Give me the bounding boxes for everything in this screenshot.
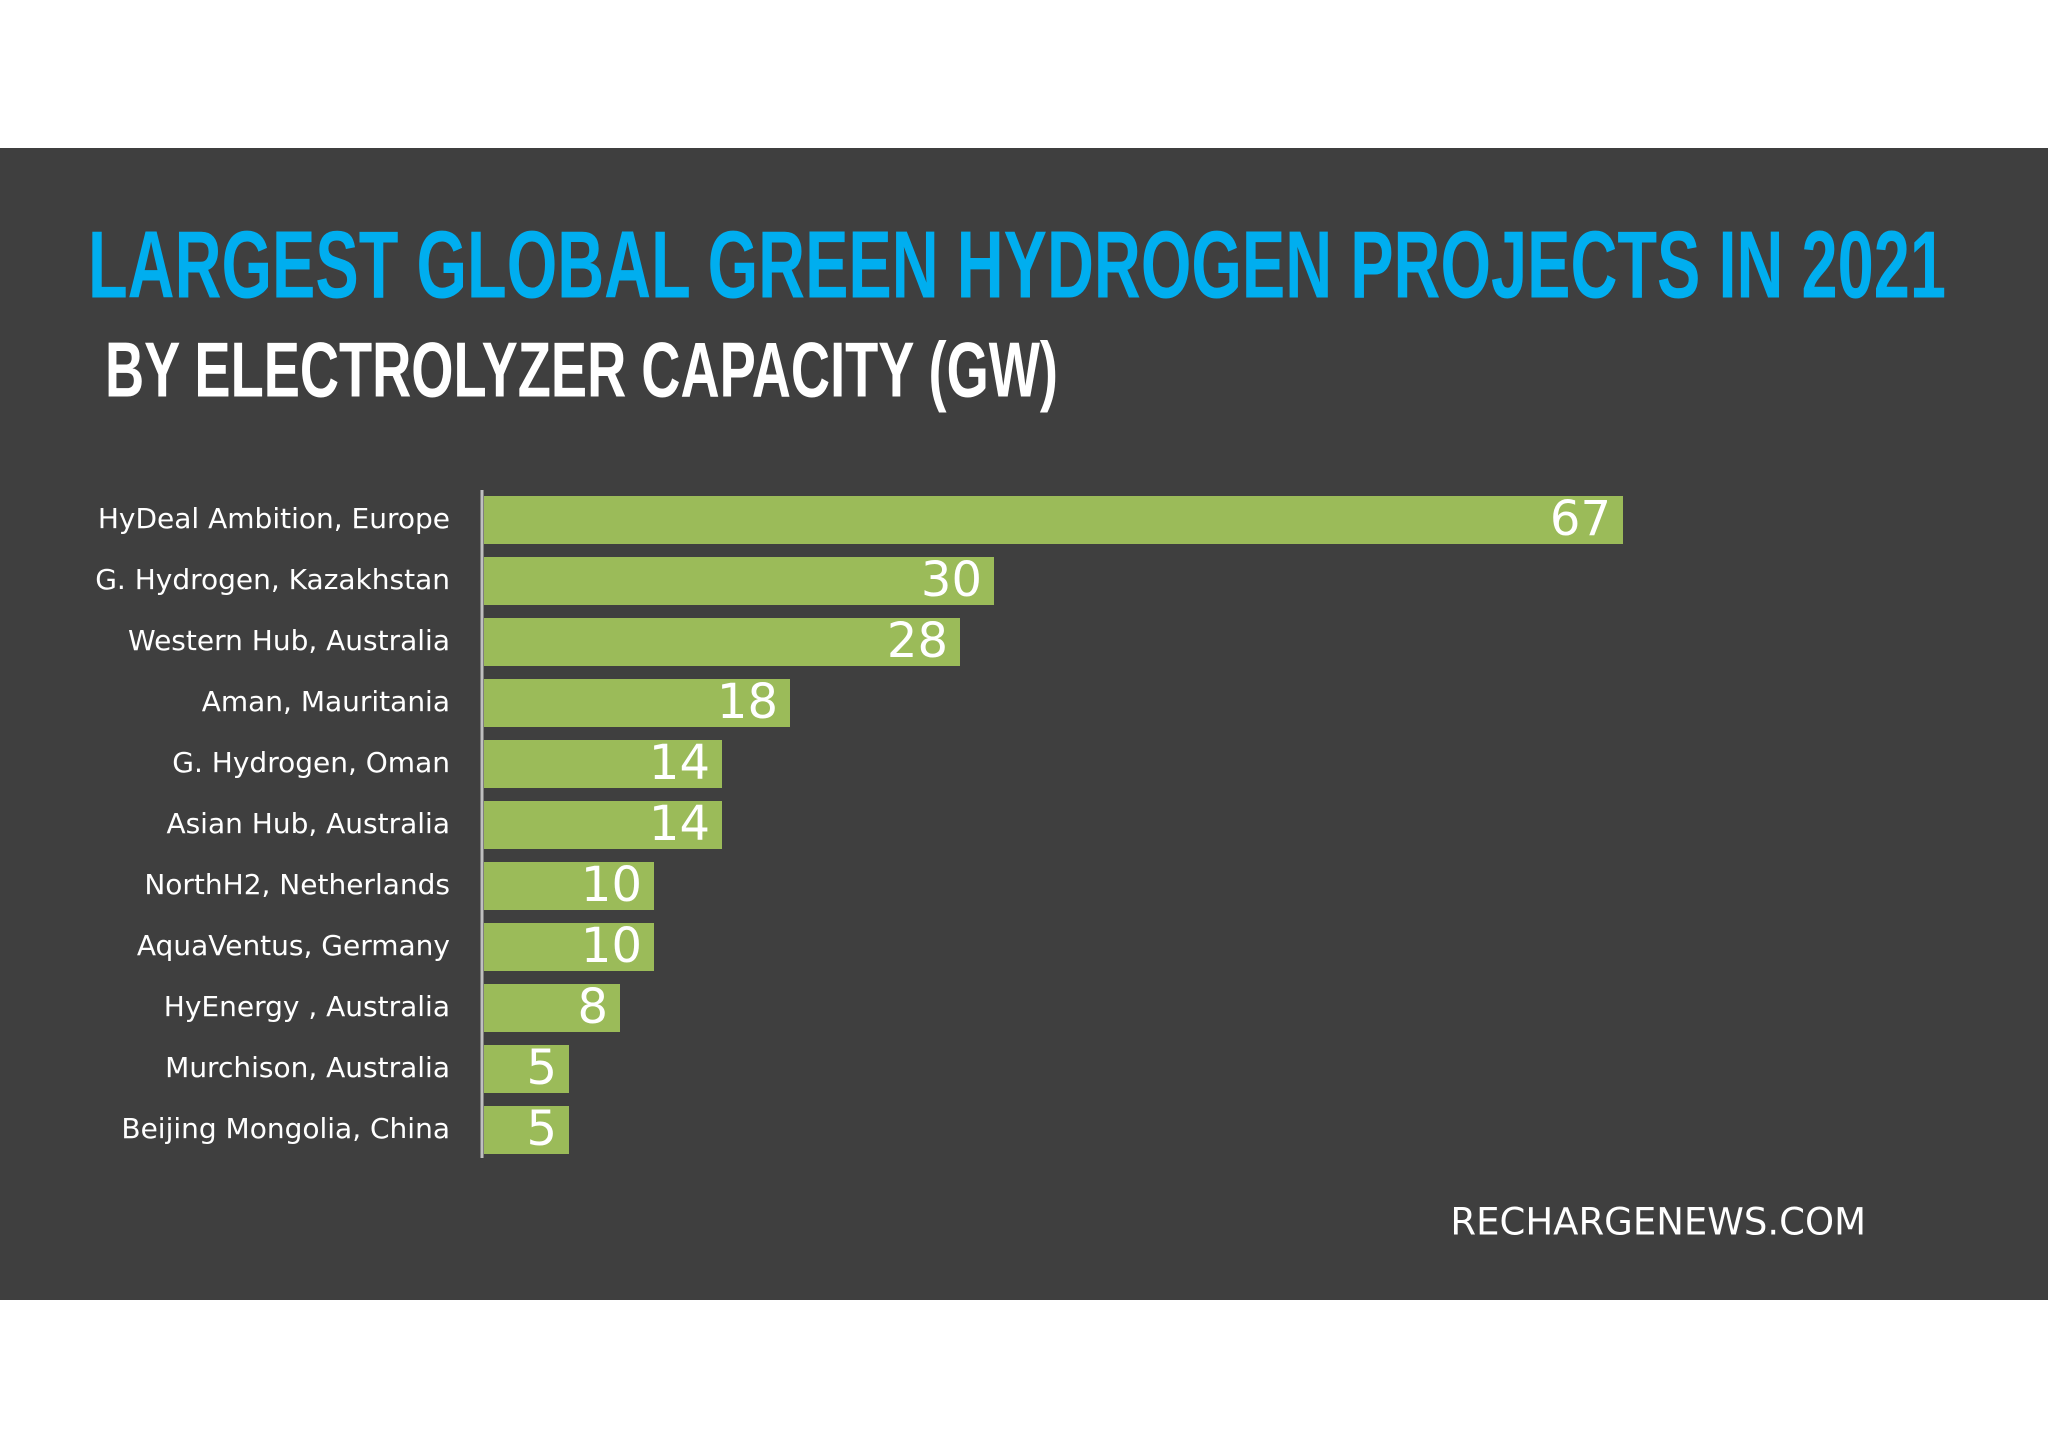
chart-title: LARGEST GLOBAL GREEN HYDROGEN PROJECTS I… [88, 211, 1946, 318]
bar [484, 557, 994, 605]
bar [484, 679, 790, 727]
category-label: Aman, Mauritania [202, 685, 450, 718]
category-label: HyDeal Ambition, Europe [98, 502, 450, 535]
value-label: 5 [526, 1101, 557, 1157]
category-label: AquaVentus, Germany [137, 929, 450, 962]
value-label: 8 [577, 979, 608, 1035]
source: RECHARGENEWS.COM [1450, 1201, 1866, 1244]
category-label: HyEnergy , Australia [164, 990, 450, 1023]
bar [484, 740, 722, 788]
bar [484, 1106, 569, 1154]
bar [484, 618, 960, 666]
value-label: 28 [887, 613, 948, 669]
bar [484, 862, 654, 910]
bar [484, 984, 620, 1032]
bar [484, 801, 722, 849]
category-label: NorthH2, Netherlands [144, 868, 450, 901]
value-label: 14 [649, 735, 710, 791]
chart-subtitle: BY ELECTROLYZER CAPACITY (GW) [105, 326, 1058, 414]
category-label: G. Hydrogen, Oman [172, 746, 450, 779]
category-label: Western Hub, Australia [128, 624, 450, 657]
category-label: Asian Hub, Australia [166, 807, 450, 840]
value-label: 10 [581, 918, 642, 974]
value-label: 5 [526, 1040, 557, 1096]
background-band [0, 148, 2048, 1300]
value-label: 67 [1550, 491, 1611, 547]
category-label: G. Hydrogen, Kazakhstan [95, 563, 450, 596]
value-label: 18 [717, 674, 778, 730]
bar [484, 496, 1623, 544]
bar [484, 1045, 569, 1093]
bar [484, 923, 654, 971]
value-label: 30 [921, 552, 982, 608]
category-label: Beijing Mongolia, China [121, 1112, 450, 1145]
value-label: 14 [649, 796, 710, 852]
value-label: 10 [581, 857, 642, 913]
category-label: Murchison, Australia [165, 1051, 450, 1084]
